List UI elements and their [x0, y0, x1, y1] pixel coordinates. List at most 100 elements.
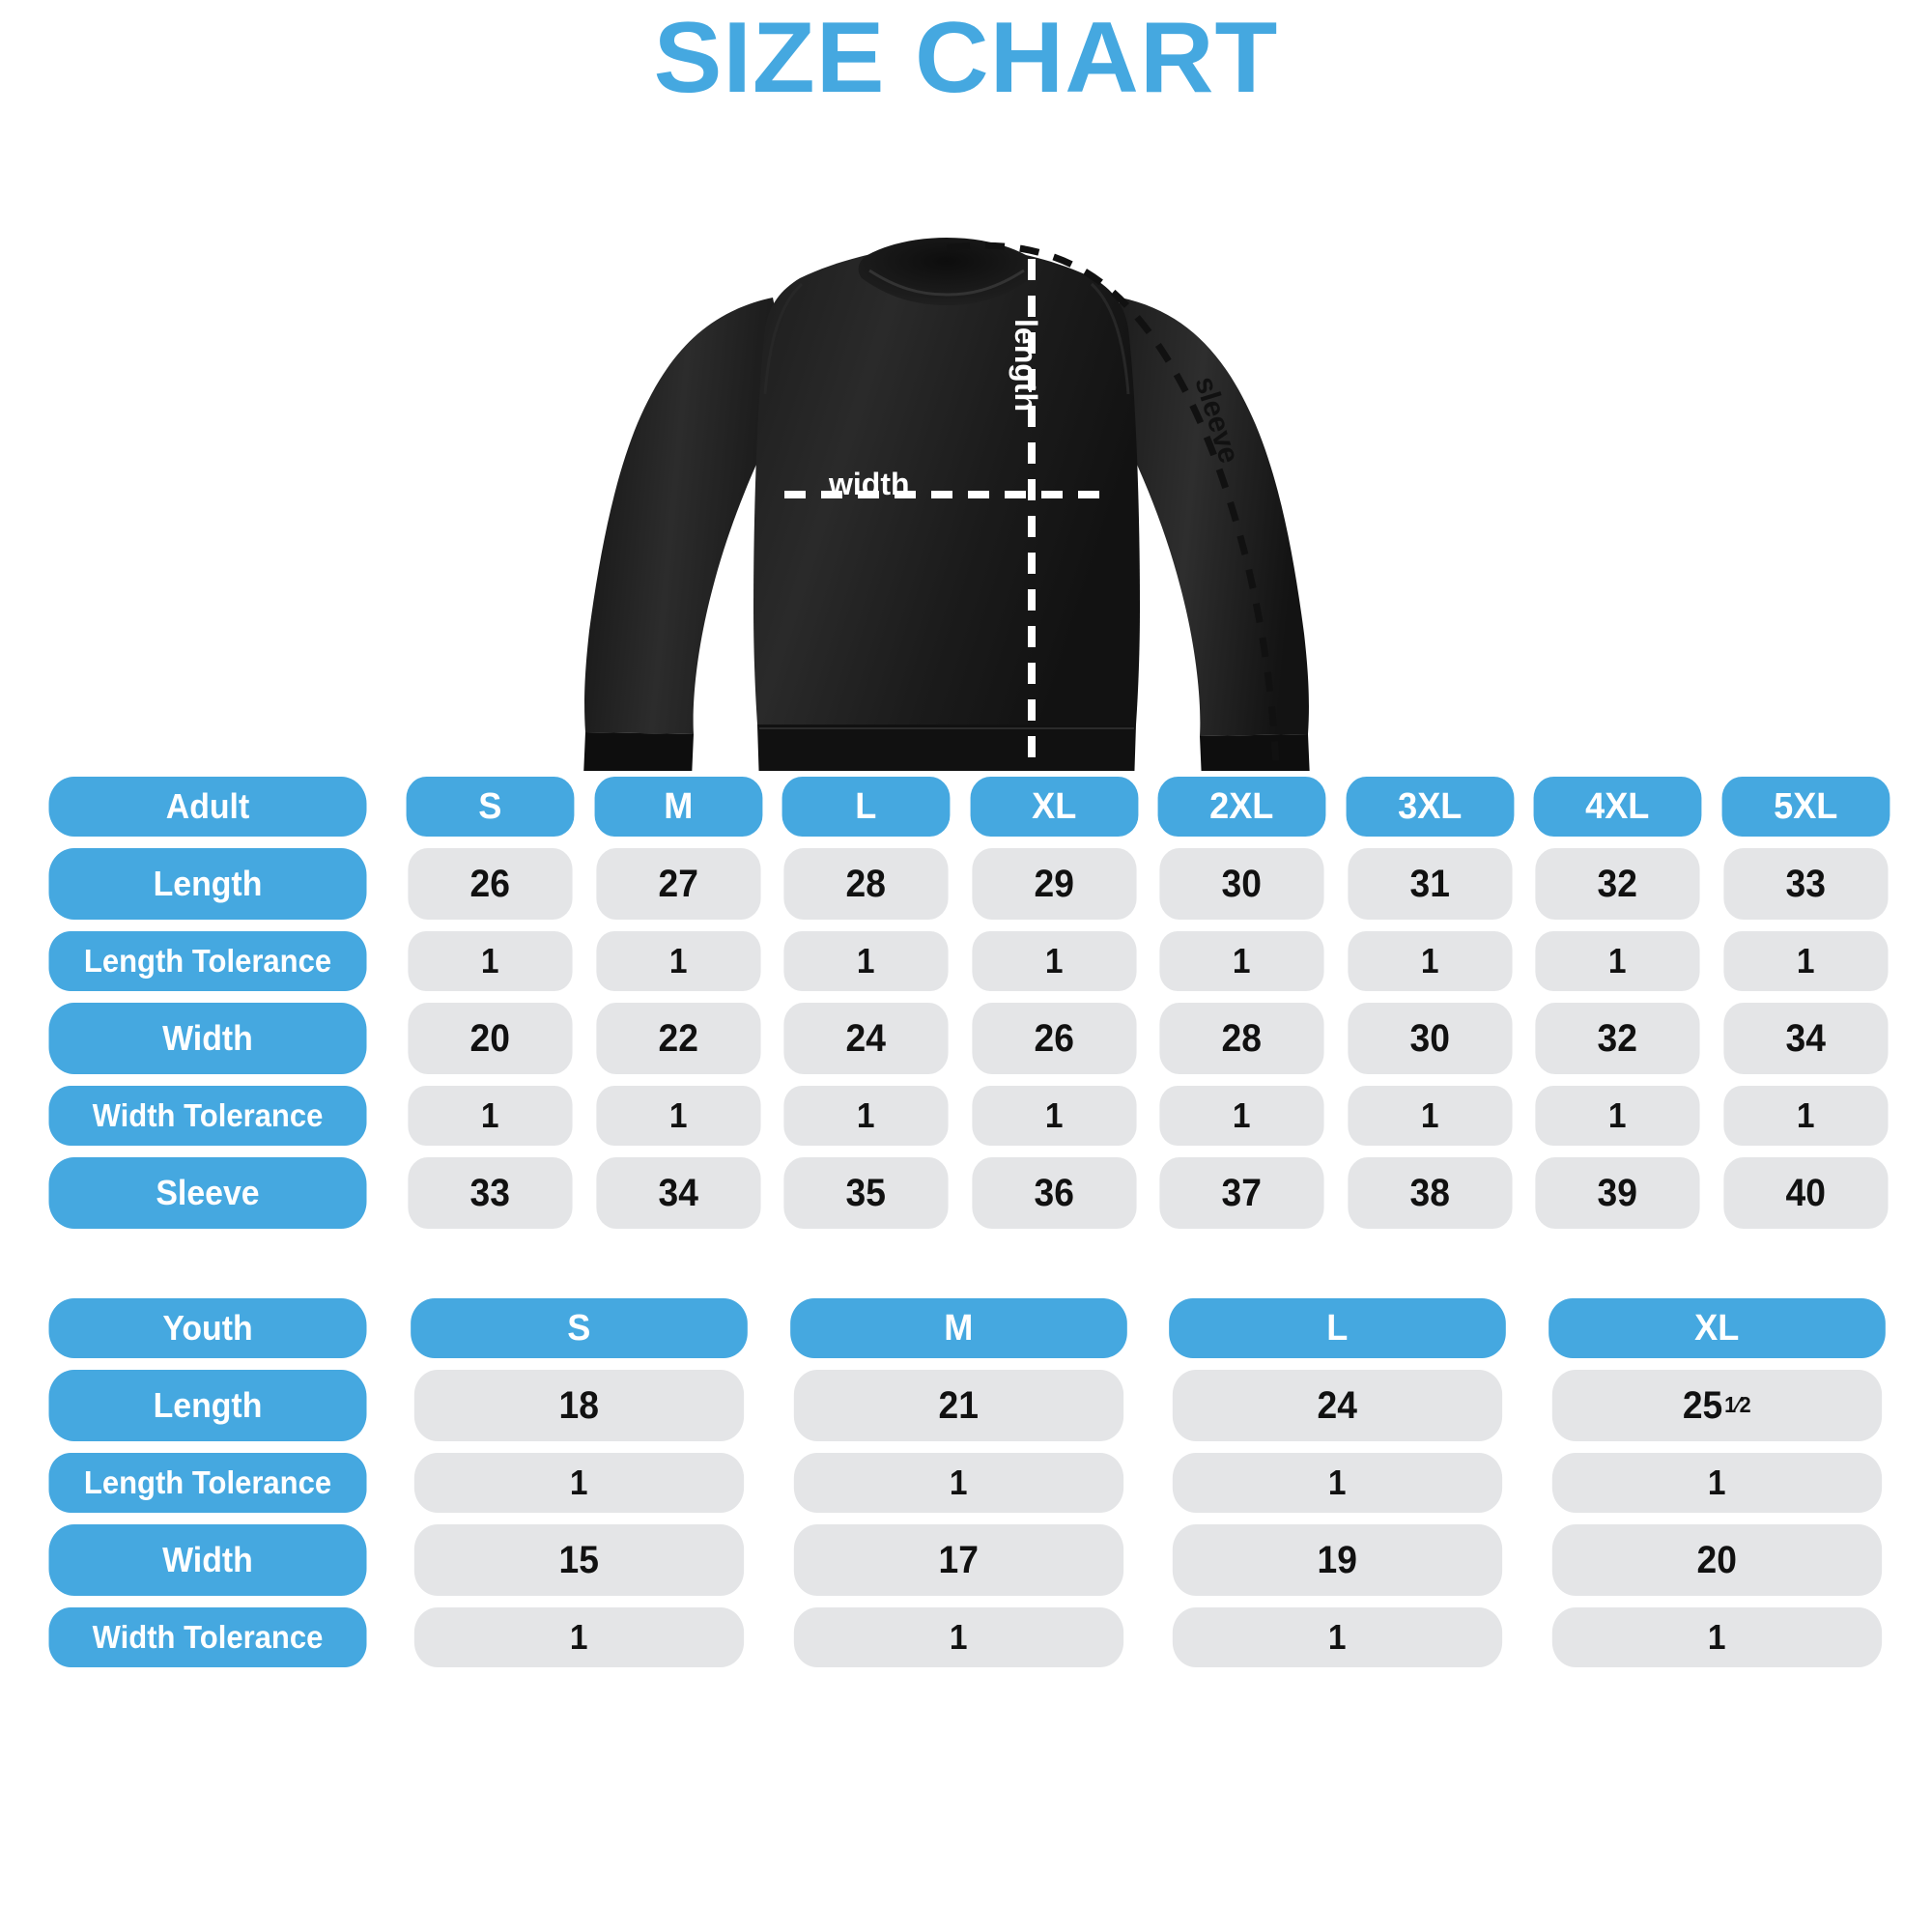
table-row: Sleeve 33 34 35 36 37 38 39 40 — [39, 1157, 1893, 1229]
waistband — [757, 724, 1136, 771]
value-cell: 1 — [408, 931, 573, 991]
page-header: SIZE CHART — [0, 0, 1932, 108]
value-cell: 38 — [1347, 1157, 1512, 1229]
adult-size-header[interactable]: L — [781, 777, 950, 837]
value-cell: 27 — [595, 848, 760, 920]
value-cell: 1 — [413, 1453, 744, 1513]
table-row: Width Tolerance 1 1 1 1 1 1 1 1 — [39, 1086, 1893, 1146]
value-cell: 24 — [783, 1003, 949, 1074]
left-cuff — [583, 732, 694, 771]
table-row: Length 18 21 24 25 1⁄2 — [39, 1370, 1893, 1441]
adult-size-header[interactable]: M — [594, 777, 762, 837]
row-values: 15 17 19 20 — [402, 1524, 1893, 1596]
left-shoulder-seam — [763, 282, 804, 395]
value-cell: 33 — [1722, 848, 1888, 920]
value-cell: 19 — [1172, 1524, 1502, 1596]
value-cell: 1 — [408, 1086, 573, 1146]
value-cell: 1 — [1159, 931, 1324, 991]
value-cell: 1 — [971, 1086, 1136, 1146]
row-values: 1 1 1 1 — [402, 1453, 1893, 1513]
value-cell: 33 — [408, 1157, 573, 1229]
row-label: Length — [48, 848, 367, 920]
value-cell: 25 1⁄2 — [1551, 1370, 1882, 1441]
youth-header-row: Youth S M L XL — [39, 1298, 1893, 1358]
row-label: Width — [48, 1524, 367, 1596]
youth-size-headers: S M L XL — [402, 1298, 1893, 1358]
adult-size-header[interactable]: 3XL — [1346, 777, 1514, 837]
adult-size-headers: S M L XL 2XL 3XL 4XL 5XL — [402, 777, 1893, 837]
row-values: 26 27 28 29 30 31 32 33 — [402, 848, 1893, 920]
row-label: Length Tolerance — [48, 1453, 367, 1513]
value-cell: 34 — [595, 1157, 760, 1229]
value-cell: 17 — [793, 1524, 1123, 1596]
table-row: Width Tolerance 1 1 1 1 — [39, 1607, 1893, 1667]
youth-size-header[interactable]: XL — [1548, 1298, 1885, 1358]
value-cell: 28 — [1159, 1003, 1324, 1074]
value-cell: 31 — [1347, 848, 1512, 920]
value-cell: 1 — [1535, 931, 1700, 991]
value-cell: 20 — [408, 1003, 573, 1074]
value-cell: 29 — [971, 848, 1136, 920]
adult-size-header[interactable]: S — [406, 777, 574, 837]
row-label: Sleeve — [48, 1157, 367, 1229]
adult-section-label: Adult — [48, 777, 367, 837]
value-cell: 1 — [1722, 931, 1888, 991]
width-measure-label: width — [829, 467, 910, 501]
table-row: Length Tolerance 1 1 1 1 1 1 1 1 — [39, 931, 1893, 991]
value-cell: 1 — [793, 1607, 1123, 1667]
length-measure-label: length — [1009, 319, 1043, 412]
page-title: SIZE CHART — [653, 2, 1279, 114]
value-cell: 18 — [413, 1370, 744, 1441]
youth-size-header[interactable]: L — [1169, 1298, 1506, 1358]
value-cell: 1 — [1535, 1086, 1700, 1146]
youth-section-label: Youth — [48, 1298, 367, 1358]
row-values: 1 1 1 1 1 1 1 1 — [402, 931, 1893, 991]
value-cell: 32 — [1535, 848, 1700, 920]
value-cell: 1 — [793, 1453, 1123, 1513]
value-cell: 39 — [1535, 1157, 1700, 1229]
table-row: Length 26 27 28 29 30 31 32 33 — [39, 848, 1893, 920]
row-values: 33 34 35 36 37 38 39 40 — [402, 1157, 1893, 1229]
right-shoulder-seam — [1090, 282, 1130, 395]
value-cell: 1 — [1722, 1086, 1888, 1146]
row-label: Width Tolerance — [48, 1086, 367, 1146]
row-label: Width — [48, 1003, 367, 1074]
row-values: 20 22 24 26 28 30 32 34 — [402, 1003, 1893, 1074]
value-cell: 30 — [1347, 1003, 1512, 1074]
value-cell: 1 — [1172, 1607, 1502, 1667]
value-cell: 1 — [595, 931, 760, 991]
value-cell: 1 — [1551, 1453, 1882, 1513]
value-cell: 40 — [1722, 1157, 1888, 1229]
value-cell: 1 — [783, 931, 949, 991]
value-cell: 1 — [413, 1607, 744, 1667]
adult-size-header[interactable]: 5XL — [1721, 777, 1889, 837]
sweatshirt-diagram — [583, 238, 1310, 771]
value-cell: 22 — [595, 1003, 760, 1074]
garment-illustration: width length sleeve — [0, 104, 1932, 771]
row-values: 18 21 24 25 1⁄2 — [402, 1370, 1893, 1441]
row-values: 1 1 1 1 1 1 1 1 — [402, 1086, 1893, 1146]
right-sleeve — [1101, 298, 1309, 736]
adult-size-header[interactable]: XL — [970, 777, 1138, 837]
value-cell: 36 — [971, 1157, 1136, 1229]
table-row: Width 15 17 19 20 — [39, 1524, 1893, 1596]
value-cell: 1 — [783, 1086, 949, 1146]
collar-seam — [868, 269, 1025, 297]
value-cell: 1 — [1347, 1086, 1512, 1146]
value-cell: 1 — [1551, 1607, 1882, 1667]
row-label: Length — [48, 1370, 367, 1441]
value-cell: 20 — [1551, 1524, 1882, 1596]
value-cell: 1 — [1159, 1086, 1324, 1146]
youth-size-header[interactable]: M — [789, 1298, 1126, 1358]
value-cell: 1 — [971, 931, 1136, 991]
value-cell: 26 — [408, 848, 573, 920]
adult-size-table: Adult S M L XL 2XL 3XL 4XL 5XL Length 26… — [39, 777, 1893, 1229]
youth-size-header[interactable]: S — [411, 1298, 748, 1358]
adult-size-header[interactable]: 4XL — [1533, 777, 1701, 837]
value-cell: 26 — [971, 1003, 1136, 1074]
table-row: Width 20 22 24 26 28 30 32 34 — [39, 1003, 1893, 1074]
sleeve-dashed-curve — [950, 242, 1280, 771]
adult-size-header[interactable]: 2XL — [1157, 777, 1325, 837]
value-cell: 30 — [1159, 848, 1324, 920]
value-cell: 34 — [1722, 1003, 1888, 1074]
